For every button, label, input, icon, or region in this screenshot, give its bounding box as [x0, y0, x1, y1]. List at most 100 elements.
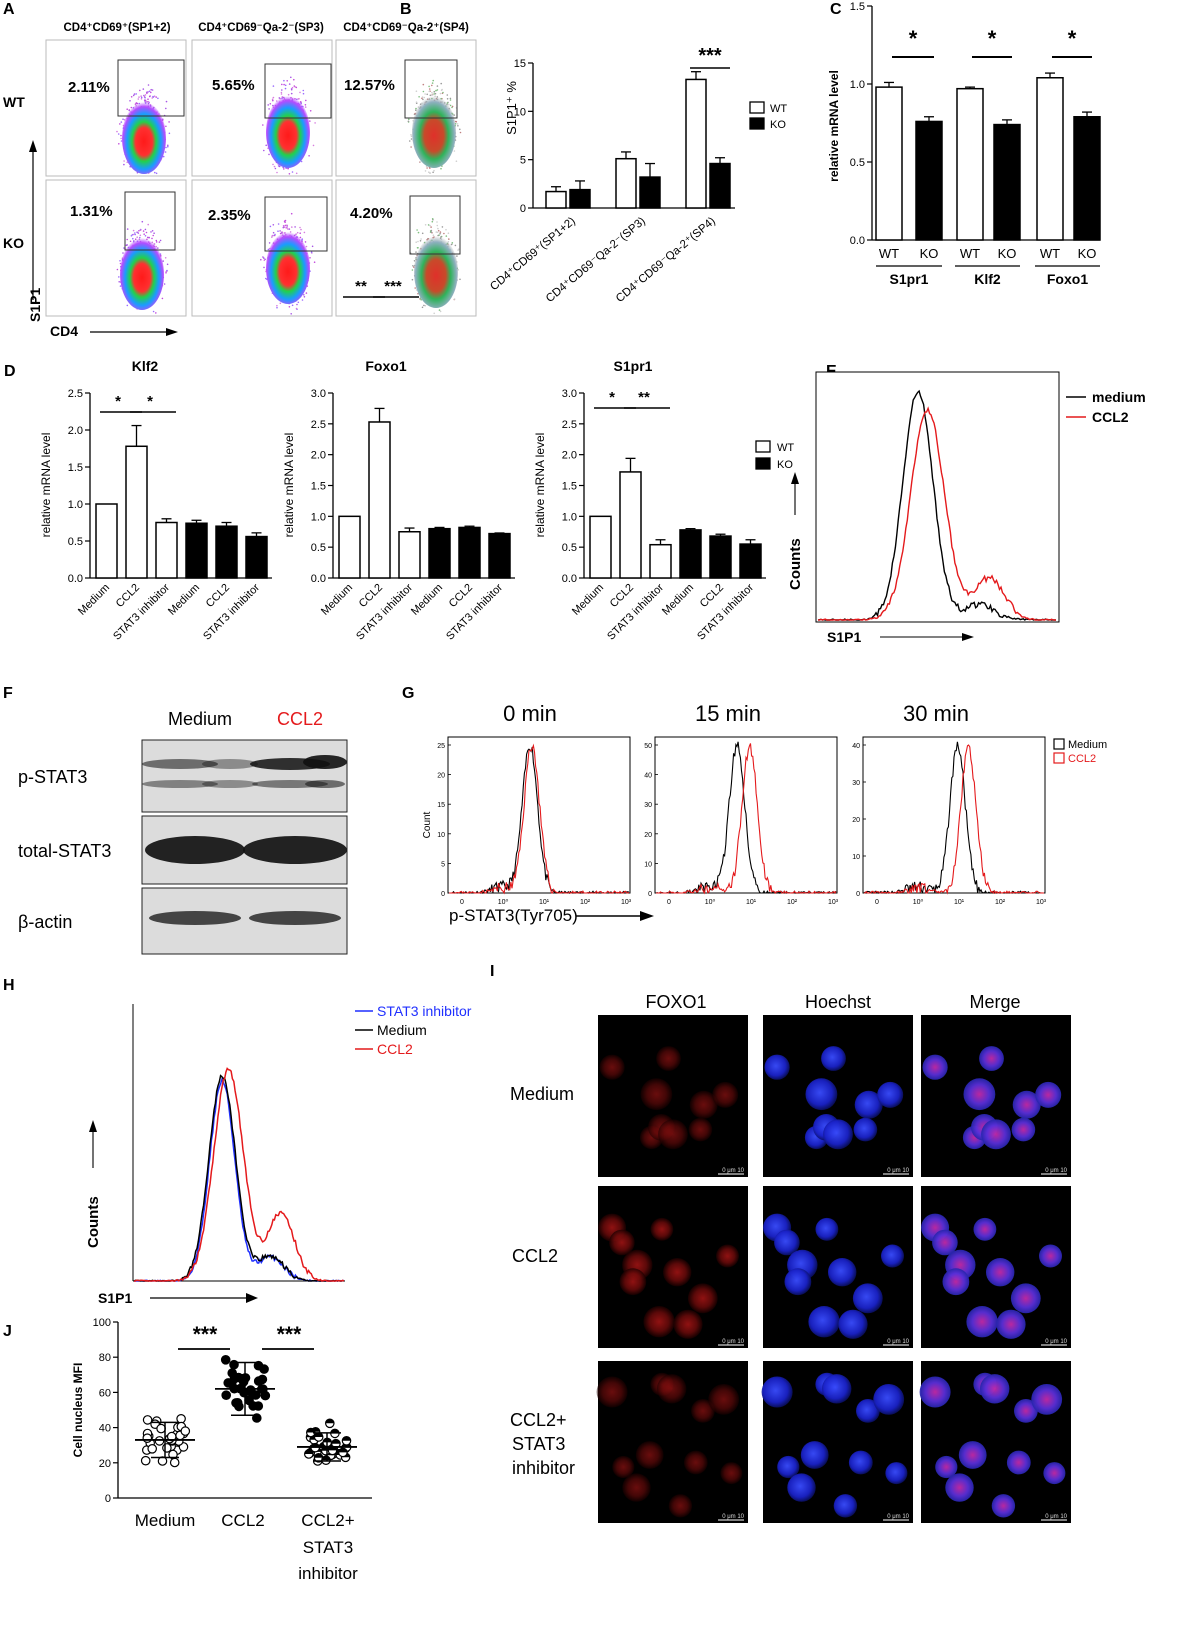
flow-event	[144, 99, 147, 102]
histogram-ccl2	[449, 743, 630, 895]
micrograph: 0 μm 10	[921, 1186, 1071, 1348]
flow-event	[421, 96, 424, 98]
significance-stars: ***	[277, 1323, 302, 1346]
bar	[1073, 116, 1101, 241]
y-tick-label: 40	[852, 743, 860, 750]
microscopy-grid: FOXO1 Hoechst Merge Medium CCL2 CCL2+ STAT3 inh…	[510, 992, 1071, 1523]
flow-event	[164, 151, 167, 153]
flow-column-title: CD4⁺CD69⁺(SP1+2)	[63, 22, 170, 34]
flow-event	[159, 239, 162, 242]
data-point	[168, 1449, 178, 1460]
data-point-fill	[321, 1456, 331, 1461]
flow-event	[304, 241, 307, 243]
flow-event	[280, 232, 283, 234]
flow-event	[413, 260, 416, 262]
gate-percent: 12.57%	[344, 77, 395, 94]
flow-event	[293, 78, 295, 81]
y-axis-arrowhead	[791, 472, 799, 484]
flow-density-blob	[120, 238, 164, 310]
cell-nucleus	[932, 1229, 958, 1256]
blot-band	[305, 780, 345, 788]
flow-event	[438, 309, 441, 311]
data-point	[142, 1415, 153, 1425]
flow-event	[285, 227, 288, 229]
flow-event	[421, 97, 423, 100]
panel-letter-D: D	[4, 363, 16, 380]
flow-event	[448, 238, 450, 240]
flow-event	[420, 238, 422, 240]
gene-group-label: S1pr1	[890, 271, 929, 287]
flow-event	[136, 231, 138, 233]
condition-label: CCL2	[512, 1246, 558, 1266]
bar	[639, 176, 661, 209]
y-tick-label: 2.0	[562, 450, 577, 462]
flow-plot-frame	[191, 179, 333, 317]
cell-nucleus	[688, 1117, 713, 1142]
flow-event	[429, 94, 432, 97]
flow-event	[431, 94, 433, 97]
y-tick-label: 0	[105, 1493, 111, 1505]
flow-event	[456, 255, 458, 257]
data-point-fill	[314, 1453, 323, 1458]
cell-nucleus	[668, 1494, 693, 1518]
blot-band	[145, 836, 245, 864]
data-point	[227, 1368, 237, 1378]
cell-nucleus	[922, 1054, 948, 1080]
flow-event	[126, 238, 128, 241]
flow-event	[157, 97, 159, 100]
bar	[956, 87, 984, 241]
flow-event	[448, 103, 450, 106]
significance-stars: *	[1068, 26, 1077, 51]
flow-event	[459, 128, 461, 131]
condition-label: inhibitor	[512, 1458, 575, 1478]
flow-event	[164, 257, 167, 259]
y-tick-label: 80	[99, 1352, 111, 1364]
flow-event	[272, 163, 274, 166]
panel-letter-G: G	[402, 685, 414, 702]
bar	[338, 515, 361, 579]
flow-event	[305, 292, 308, 294]
flow-event	[151, 97, 153, 99]
data-point	[180, 1426, 191, 1436]
flow-event	[415, 90, 418, 92]
blot-band	[202, 759, 258, 769]
x-axis-arrowhead	[166, 328, 178, 336]
y-tick-label: 10	[852, 854, 860, 861]
data-point	[162, 1443, 172, 1453]
flow-event	[144, 228, 147, 231]
histogram-medium	[133, 1074, 345, 1282]
flow-event	[418, 96, 420, 98]
flow-gate	[264, 63, 332, 119]
flow-event	[456, 123, 459, 125]
flow-event	[445, 235, 448, 237]
x-category-label: WT	[960, 246, 980, 261]
y-axis-label: relative mRNA level	[533, 433, 547, 538]
bar	[569, 188, 591, 209]
flow-event	[117, 133, 120, 135]
flow-event	[294, 86, 297, 88]
cell-nucleus	[935, 1455, 958, 1479]
flow-event	[134, 103, 137, 105]
flow-event	[147, 84, 150, 86]
y-axis-label: Cell nucleus MFI	[71, 1363, 85, 1458]
flow-event	[122, 252, 124, 254]
flow-event	[284, 221, 286, 223]
chart-title: Klf2	[132, 358, 159, 374]
flow-event	[294, 226, 296, 228]
condition-label: Medium	[510, 1084, 574, 1104]
bar	[545, 190, 567, 209]
flow-event	[442, 91, 444, 94]
flow-gate	[264, 196, 328, 252]
cell-nucleus	[1010, 1283, 1041, 1314]
flow-event	[119, 123, 121, 125]
data-point	[257, 1374, 268, 1385]
cell-nucleus	[640, 1078, 673, 1111]
data-point-fill	[331, 1439, 341, 1444]
panel-letter-H: H	[3, 977, 15, 994]
x-category-label: Medium	[409, 582, 445, 618]
flow-event	[288, 173, 291, 175]
chart-g: 0 min 15 min 30 min 0 5 10 15 20 25 0 10⁰ 10¹ 10² 10³…	[422, 701, 1107, 925]
flow-event	[312, 144, 315, 147]
cell-nucleus	[885, 1462, 908, 1485]
